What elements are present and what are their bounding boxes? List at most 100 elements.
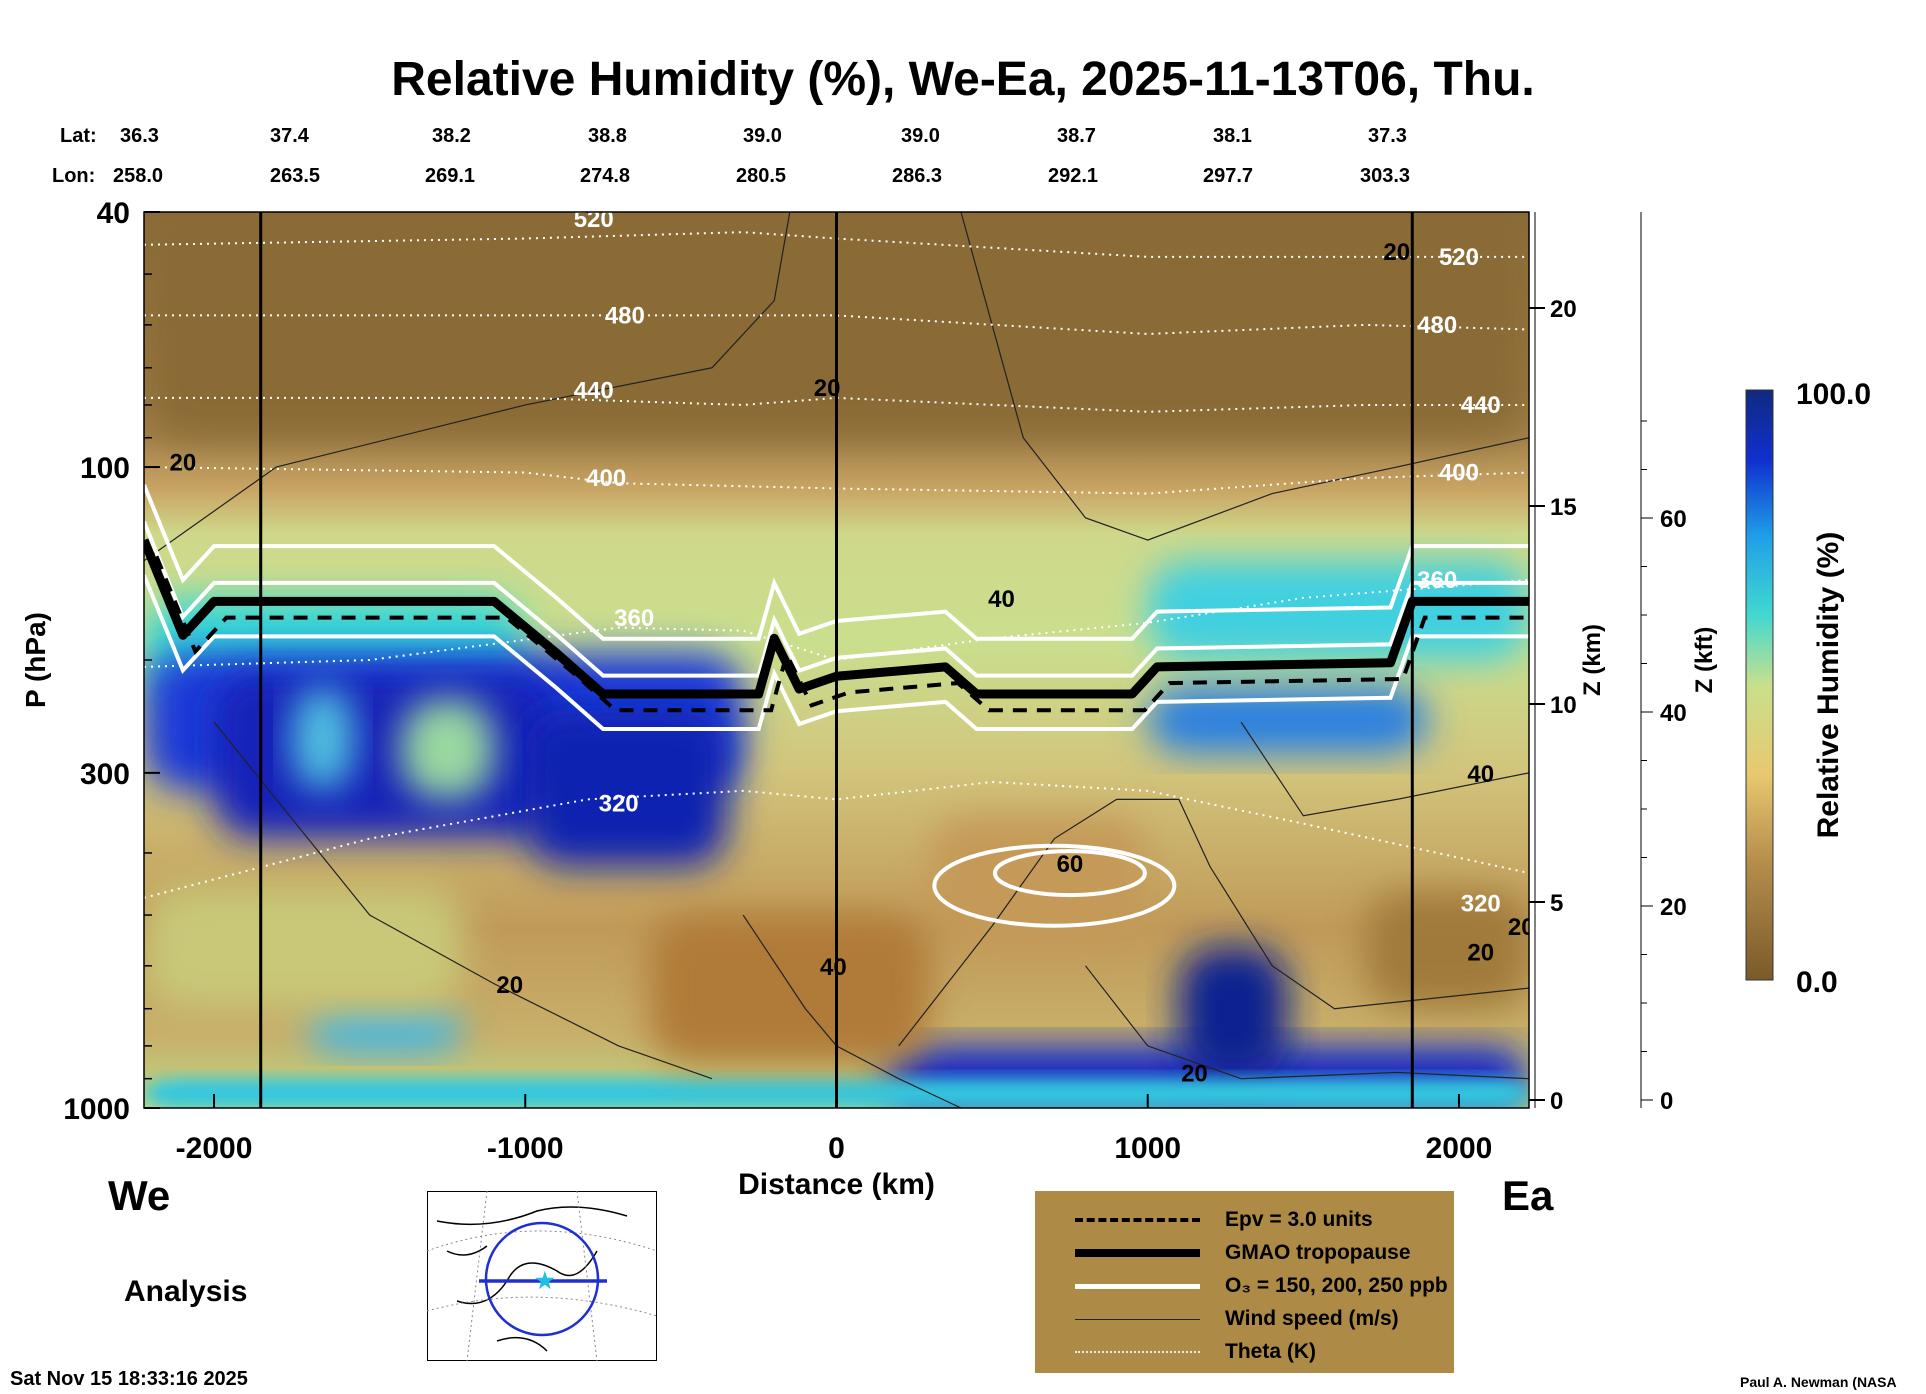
x-tick-label: 2000 bbox=[1426, 1132, 1493, 1165]
timestamp: Sat Nov 15 18:33:16 2025 bbox=[10, 1368, 248, 1390]
lon-value: 274.8 bbox=[580, 165, 631, 187]
x-tick-label: 0 bbox=[828, 1132, 845, 1165]
rh-patch bbox=[1365, 891, 1529, 1009]
theta-label: 480 bbox=[605, 302, 645, 329]
y-tick-label: 300 bbox=[80, 758, 130, 791]
zkm-tick-label: 10 bbox=[1550, 692, 1577, 719]
wind-speed-label: 40 bbox=[988, 586, 1015, 613]
ozone-contour bbox=[932, 843, 1177, 928]
lon-value: 280.5 bbox=[736, 165, 787, 187]
theta-label: 520 bbox=[574, 206, 614, 233]
y-tick-label: 1000 bbox=[63, 1093, 130, 1126]
wind-speed-label: 60 bbox=[1057, 851, 1084, 878]
lat-label: Lat: bbox=[60, 125, 97, 147]
legend-item-theta: Theta (K) bbox=[1075, 1337, 1316, 1367]
y-tick-label: 40 bbox=[97, 197, 130, 230]
rh-patch bbox=[214, 673, 557, 839]
lat-value: 38.8 bbox=[588, 125, 627, 147]
theta-label: 360 bbox=[1417, 567, 1457, 594]
lon-value: 269.1 bbox=[425, 165, 476, 187]
zkm-tick-label: 15 bbox=[1550, 494, 1577, 521]
y-tick-label: 100 bbox=[80, 452, 130, 485]
x-tick-label: 1000 bbox=[1114, 1132, 1181, 1165]
ozone-contour bbox=[144, 574, 1529, 732]
lon-value: 303.3 bbox=[1360, 165, 1411, 187]
legend-item-ozone: O₃ = 150, 200, 250 ppb bbox=[1075, 1271, 1448, 1301]
theta-contour bbox=[144, 578, 1529, 668]
theta-label: 360 bbox=[614, 605, 654, 632]
zkm-axis-label: Z (km) bbox=[1579, 624, 1606, 696]
zkft-tick-label: 20 bbox=[1660, 894, 1687, 921]
rh-patch bbox=[307, 1008, 464, 1053]
rh-patch bbox=[649, 915, 930, 1063]
zkft-tick-label: 40 bbox=[1660, 700, 1687, 727]
colorbar bbox=[1745, 389, 1774, 981]
tropopause-line bbox=[144, 538, 1529, 699]
legend-item-epv: Epv = 3.0 units bbox=[1075, 1205, 1373, 1235]
coastline-icon bbox=[436, 1206, 628, 1352]
colorbar-min-label: 0.0 bbox=[1796, 966, 1838, 999]
wind-speed-label: 20 bbox=[1508, 914, 1535, 941]
lat-value: 39.0 bbox=[743, 125, 782, 147]
wind-speed-contour bbox=[144, 212, 791, 562]
legend: Epv = 3.0 units GMAO tropopause O₃ = 150… bbox=[1035, 1191, 1454, 1373]
rh-patch bbox=[525, 710, 728, 867]
legend-item-wind: Wind speed (m/s) bbox=[1075, 1304, 1399, 1334]
epv-contour bbox=[154, 555, 1529, 713]
theta-label: 520 bbox=[1439, 244, 1479, 271]
wind-speed-contour bbox=[1240, 721, 1529, 817]
lat-value: 38.1 bbox=[1213, 125, 1252, 147]
wind-speed-label: 40 bbox=[820, 954, 847, 981]
rh-patch bbox=[1178, 946, 1288, 1079]
x-axis-label: Distance (km) bbox=[738, 1168, 935, 1201]
wind-speed-contour bbox=[898, 798, 1529, 1047]
lon-value: 263.5 bbox=[270, 165, 321, 187]
wind-speed-label: 20 bbox=[170, 449, 197, 476]
east-label: Ea bbox=[1502, 1172, 1554, 1219]
theta-label: 400 bbox=[1439, 460, 1479, 487]
x-tick-label: -1000 bbox=[487, 1132, 564, 1165]
lon-value: 292.1 bbox=[1048, 165, 1099, 187]
wind-speed-contour bbox=[1085, 965, 1529, 1080]
rh-patch bbox=[144, 885, 464, 1009]
rh-patch bbox=[1147, 686, 1428, 754]
center-star-icon: ★ bbox=[535, 1268, 555, 1293]
region-circle-icon bbox=[484, 1221, 600, 1337]
wind-speed-label: 40 bbox=[1467, 761, 1494, 788]
ozone-contour bbox=[144, 520, 1529, 678]
legend-item-tropopause: GMAO tropopause bbox=[1075, 1238, 1411, 1268]
wind-speed-contour bbox=[213, 721, 713, 1080]
theta-label: 400 bbox=[586, 465, 626, 492]
lon-value: 297.7 bbox=[1203, 165, 1254, 187]
lat-value: 39.0 bbox=[901, 125, 940, 147]
zkft-tick-label: 60 bbox=[1660, 506, 1687, 533]
ozone-contour bbox=[992, 849, 1147, 898]
theta-label: 320 bbox=[599, 791, 639, 818]
lon-label: Lon: bbox=[52, 165, 96, 187]
theta-label: 480 bbox=[1417, 312, 1457, 339]
credit: Paul A. Newman (NASA bbox=[1740, 1374, 1897, 1390]
lat-value: 36.3 bbox=[120, 125, 159, 147]
colorbar-max-label: 100.0 bbox=[1796, 378, 1871, 411]
x-tick-label: -2000 bbox=[176, 1132, 253, 1165]
analysis-label: Analysis bbox=[124, 1275, 248, 1308]
chart-title: Relative Humidity (%), We-Ea, 2025-11-13… bbox=[391, 53, 1535, 106]
wind-speed-label: 20 bbox=[496, 972, 523, 999]
wind-speed-contour bbox=[960, 212, 1529, 541]
lat-value: 37.3 bbox=[1368, 125, 1407, 147]
lat-value: 37.4 bbox=[270, 125, 309, 147]
colorbar-label: Relative Humidity (%) bbox=[1812, 532, 1845, 839]
zkft-tick-label: 0 bbox=[1660, 1088, 1673, 1115]
rh-patch bbox=[400, 698, 495, 800]
theta-label: 440 bbox=[574, 378, 614, 405]
west-label: We bbox=[108, 1172, 171, 1219]
zkm-tick-label: 20 bbox=[1550, 296, 1577, 323]
wind-speed-label: 20 bbox=[1383, 239, 1410, 266]
theta-label: 320 bbox=[1461, 891, 1501, 918]
wind-speed-label: 20 bbox=[1467, 940, 1494, 967]
wind-speed-label: 20 bbox=[1181, 1060, 1208, 1087]
zkm-tick-label: 5 bbox=[1550, 890, 1563, 917]
theta-label: 440 bbox=[1461, 392, 1501, 419]
